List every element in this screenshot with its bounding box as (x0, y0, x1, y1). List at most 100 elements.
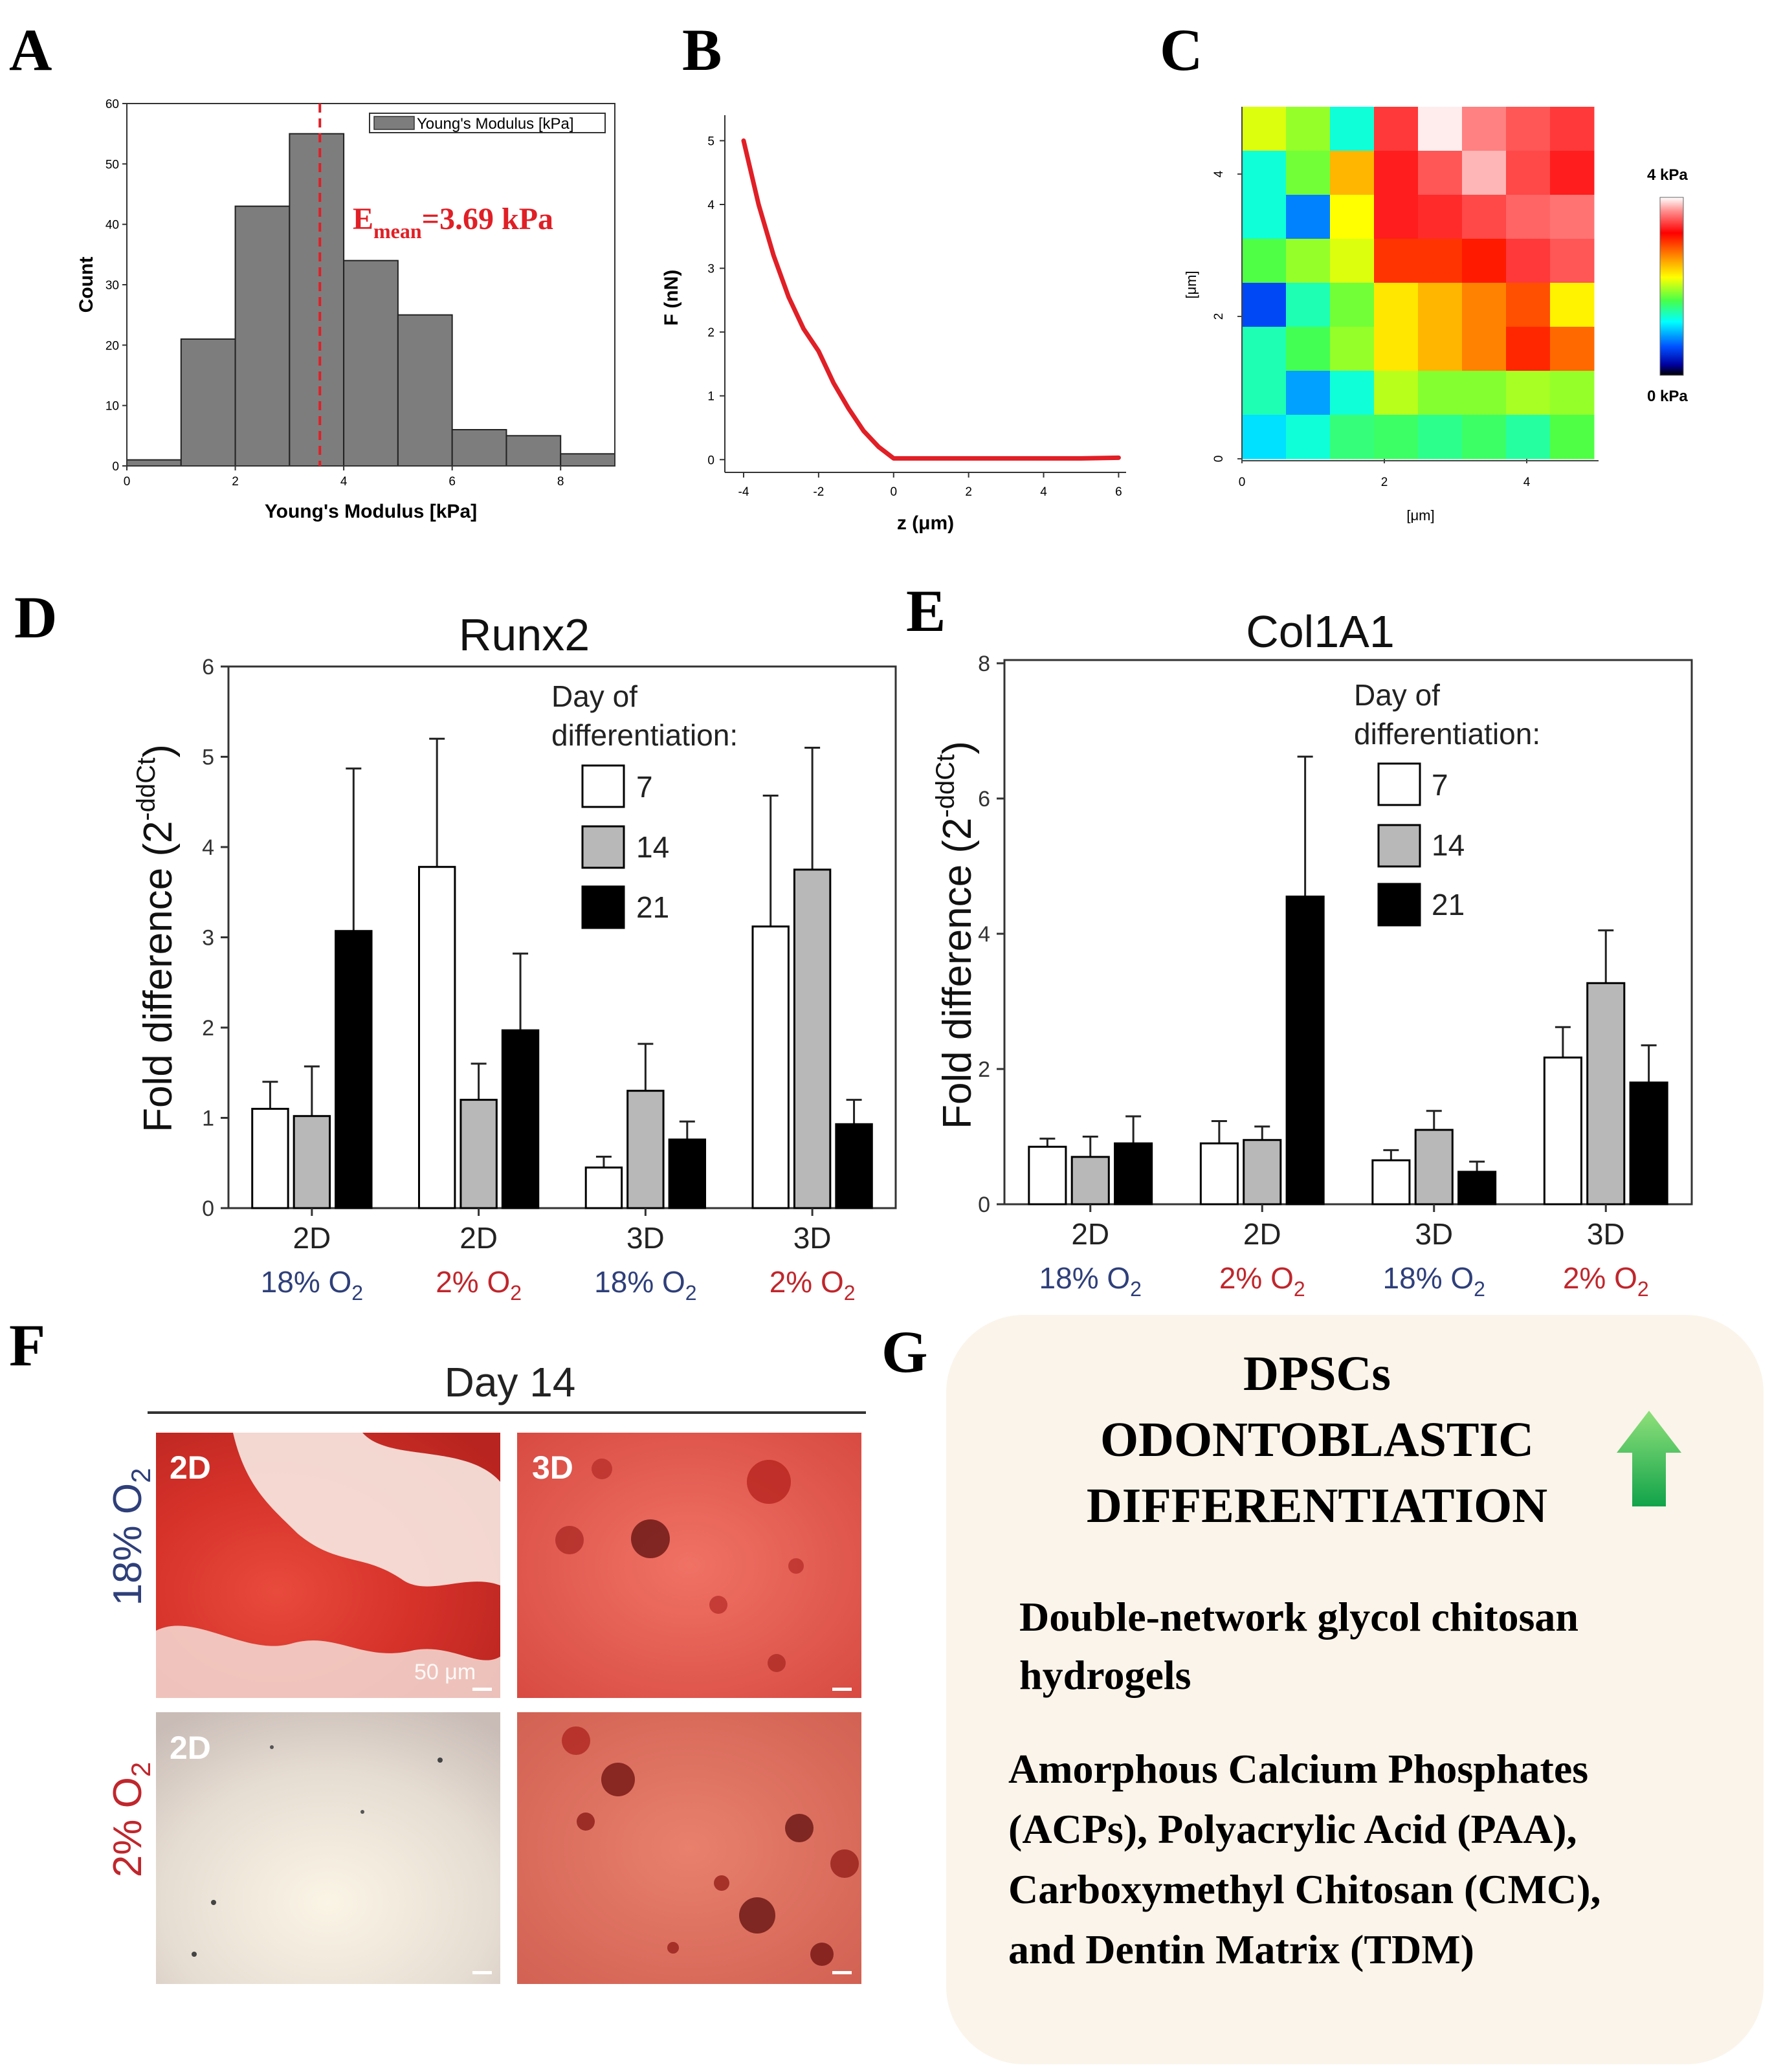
row-label-2-o2-text: 2% O (105, 1777, 150, 1877)
heatmap-cell (1242, 239, 1287, 283)
heatmap-cell (1418, 107, 1463, 151)
micrograph-3d-2-spheroid (785, 1814, 814, 1842)
runx2-y-tick-label: 4 (202, 835, 214, 860)
scale-bar (832, 1688, 852, 1691)
runx2-y-tick-label: 2 (202, 1016, 214, 1041)
heatmap-cell (1330, 239, 1375, 283)
histogram-y-tick-label: 0 (112, 460, 119, 474)
heatmap-cell (1506, 239, 1551, 283)
col1a1-bar (1457, 1171, 1497, 1206)
force-curve-x-tick-label: -2 (813, 485, 824, 499)
heatmap-cell (1242, 107, 1287, 151)
runx2-legend-title-2: differentiation: (551, 718, 738, 752)
panel-letter-d: D (14, 584, 57, 650)
heatmap-x-ticks: 0 2 4 (1239, 459, 1531, 489)
heatmap-cell (1242, 327, 1287, 371)
alizarin-staining-panel: Day 14 18% O2 2% O2 2D 50 μm 3D (105, 1359, 866, 1984)
colorbar-max-label: 4 kPa (1647, 166, 1688, 184)
runx2-legend-title-1: Day of (551, 679, 637, 713)
panel-letter-f: F (9, 1312, 45, 1378)
runx2-y-tick-label: 5 (202, 745, 214, 770)
heatmap-cell (1330, 371, 1375, 415)
heatmap-cell (1242, 283, 1287, 327)
col1a1-frame (1003, 659, 1693, 1206)
col1a1-group-o2: 2% O2 (1219, 1261, 1305, 1301)
heatmap-cell (1242, 371, 1287, 415)
heatmap-cell (1506, 415, 1551, 459)
micrograph-3d-18: 3D (517, 1433, 861, 1698)
runx2-bar (293, 1115, 331, 1209)
mean-annotation-sub: mean (373, 219, 422, 243)
col1a1-group-o2-sub: 2 (1474, 1277, 1485, 1301)
micrograph-2d-2-speck (192, 1952, 197, 1957)
col1a1-group-o2-text: 2% O (1563, 1261, 1637, 1295)
panel-letter-c: C (1160, 17, 1202, 83)
force-curve-y-tick-label: 4 (707, 199, 714, 212)
runx2-y-tick-label: 3 (202, 926, 214, 951)
histogram-y-tick-label: 40 (105, 219, 119, 232)
histogram-x-tick-label: 8 (557, 475, 564, 489)
runx2-group-o2: 18% O2 (594, 1265, 696, 1305)
heatmap-cell (1506, 283, 1551, 327)
col1a1-y-tick-label: 4 (978, 922, 990, 947)
heatmap-cell (1242, 151, 1287, 195)
runx2-group-dim: 2D (460, 1221, 498, 1255)
col1a1-bar (1114, 1142, 1153, 1206)
force-curve-x-tick-label: 6 (1115, 485, 1122, 499)
heatmap-cell (1418, 195, 1463, 239)
col1a1-bar (1070, 1156, 1110, 1206)
micrograph-2d-18-label: 2D (170, 1449, 211, 1486)
runx2-legend-label-7: 7 (636, 770, 653, 804)
force-curve-x-tick-label: 2 (965, 485, 972, 499)
heatmap-cell (1374, 239, 1419, 283)
histogram-y-label: Count (76, 257, 97, 313)
col1a1-bar (1414, 1129, 1454, 1206)
heatmap-cell (1286, 371, 1331, 415)
row-label-2-o2: 2% O2 (105, 1762, 156, 1877)
col1a1-legend-swatch-14 (1377, 824, 1421, 868)
heatmap-x-tick-label: 0 (1239, 476, 1246, 489)
histogram-y-tick-label: 10 (105, 400, 119, 413)
heatmap-colorbar (1659, 197, 1684, 376)
force-curve-x-tick-label: 0 (890, 485, 897, 499)
histogram-bar (126, 459, 182, 467)
runx2-group-o2: 2% O2 (770, 1265, 856, 1305)
col1a1-y-tick-label: 8 (978, 652, 990, 676)
col1a1-group-o2-sub: 2 (1294, 1277, 1305, 1301)
histogram-y-tick-label: 20 (105, 339, 119, 353)
micrograph-2d-18: 2D 50 μm (156, 1433, 500, 1698)
micrograph-2d-2-speck (437, 1758, 443, 1763)
micrograph-3d-2-spheroid (577, 1813, 595, 1831)
col1a1-bar (1243, 1139, 1282, 1206)
heatmap-y-tick-label: 2 (1212, 313, 1226, 320)
runx2-bar (751, 925, 790, 1209)
col1a1-bar (1028, 1145, 1067, 1206)
histogram-y-ticks: 0 10 20 30 40 50 60 (105, 98, 127, 474)
heatmap-cell (1374, 415, 1419, 459)
micrograph-3d-18-spheroid (788, 1558, 804, 1574)
heatmap-cell (1462, 107, 1507, 151)
histogram-bar (505, 435, 562, 467)
row-label-18-o2: 18% O2 (105, 1468, 156, 1606)
col1a1-group-o2: 18% O2 (1383, 1261, 1485, 1301)
col1a1-y-label-sup: -ddCt (931, 755, 960, 818)
histogram-x-ticks: 0 2 4 6 8 (124, 466, 564, 489)
heatmap-cell (1506, 151, 1551, 195)
force-curve-y-tick-label: 5 (707, 135, 714, 148)
micrograph-3d-18-label: 3D (532, 1449, 573, 1486)
force-curve-y-tick-label: 2 (707, 326, 714, 340)
runx2-group-dim: 2D (293, 1221, 331, 1255)
heatmap-cell (1374, 327, 1419, 371)
heatmap-cell (1418, 327, 1463, 371)
summary-heading-2: ODONTOBLASTIC (1100, 1413, 1534, 1467)
micrograph-2d-18-clear-area (233, 1433, 500, 1587)
summary-box-bg (946, 1315, 1764, 2064)
panel-letter-e: E (906, 578, 946, 644)
heatmap-cell (1418, 283, 1463, 327)
heatmap-cell (1286, 195, 1331, 239)
summary-heading-1: DPSCs (1243, 1347, 1391, 1401)
col1a1-group-dim: 2D (1243, 1217, 1281, 1251)
runx2-bar (335, 930, 373, 1209)
force-curve-x-tick-label: -4 (738, 485, 749, 499)
